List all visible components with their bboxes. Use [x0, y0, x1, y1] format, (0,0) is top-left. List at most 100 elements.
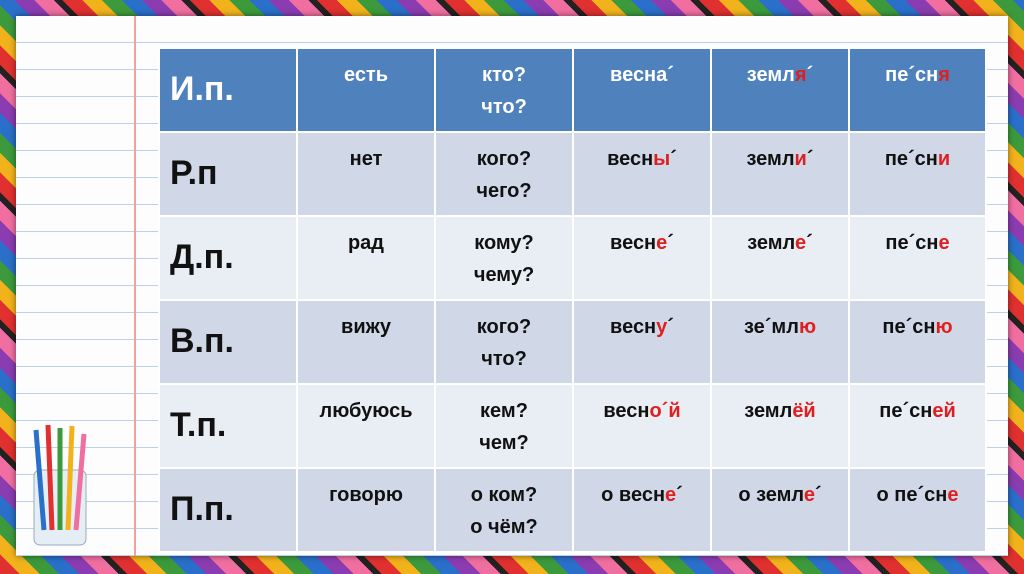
question-line: чего?	[476, 180, 532, 202]
cell: весны´	[572, 131, 712, 217]
cell: весно´й	[572, 383, 712, 469]
cell: о весне´	[572, 467, 712, 553]
cell: о пе´сне	[848, 467, 987, 553]
ending: ы	[653, 148, 671, 170]
cell: пе´сня	[848, 47, 987, 133]
pencil	[73, 433, 87, 531]
table-row: В.п. вижу кого? что? весну´ зе´млю пе´сню	[158, 299, 987, 385]
question-line: о ком?	[470, 484, 538, 506]
ending: ю	[935, 316, 953, 338]
case-label: Р.п	[158, 131, 298, 217]
ending: е	[803, 484, 815, 506]
word-part: пе´сн	[885, 64, 939, 86]
word-part: пе´сн	[879, 400, 933, 422]
table-row: Т.п. любуюсь кем? чем? весно´й землёй пе´сней	[158, 383, 987, 469]
ending: е	[665, 484, 677, 506]
word-part: ´	[815, 484, 822, 506]
word-part: ´	[676, 484, 683, 506]
word-part: весн	[610, 232, 657, 254]
cell: весну´	[572, 299, 712, 385]
question-line: что?	[481, 96, 527, 118]
cell: вижу	[296, 299, 436, 385]
table-row: П.п. говорю о ком? о чём? о весне´ о земле´ о …	[158, 467, 987, 553]
ending: е	[656, 232, 668, 254]
table-row: Д.п. рад кому? чему? весне´ земле´ пе´сне	[158, 215, 987, 301]
word-part: пе´сн	[885, 232, 939, 254]
word-part: земл	[746, 148, 795, 170]
cell: земле´	[710, 215, 850, 301]
word-part: ´	[667, 316, 674, 338]
word-part: ´	[670, 148, 677, 170]
case-label: И.п.	[158, 47, 298, 133]
question-line: о чём?	[470, 516, 538, 538]
word-part: ´	[667, 232, 674, 254]
word-part: ´	[806, 232, 813, 254]
pencil	[33, 429, 47, 531]
ending: е	[938, 232, 950, 254]
word-part: весн	[603, 400, 650, 422]
word-part: пе´сн	[882, 316, 936, 338]
question-line: кого?	[476, 316, 532, 338]
ending: е	[947, 484, 959, 506]
ending: ю	[798, 316, 817, 338]
question-line: кому?	[474, 232, 534, 254]
word-part: ´	[806, 64, 814, 86]
ending: и	[794, 148, 807, 170]
cell: кого? чего?	[434, 131, 574, 217]
word-part: земл	[744, 400, 793, 422]
pencil	[65, 425, 75, 531]
question-line: кем?	[480, 400, 528, 422]
cell: кого? что?	[434, 299, 574, 385]
case-label: Д.п.	[158, 215, 298, 301]
cell: любуюсь	[296, 383, 436, 469]
pencil-cup	[33, 424, 87, 546]
word-part: весна´	[610, 64, 674, 86]
cell: земля´	[710, 47, 850, 133]
pencil	[45, 424, 55, 531]
ending: ей	[932, 400, 956, 422]
cell: весне´	[572, 215, 712, 301]
ending: я	[794, 64, 807, 86]
question-line: что?	[481, 348, 527, 370]
margin-line	[134, 16, 136, 556]
cell: пе´сни	[848, 131, 987, 217]
question-line: чему?	[473, 264, 535, 286]
ending: у	[656, 316, 668, 338]
cell: кто? что?	[434, 47, 574, 133]
word-part: земл	[747, 232, 795, 254]
word-part: зе´мл	[743, 316, 799, 338]
cell: пе´сней	[848, 383, 987, 469]
question-line: кого?	[476, 148, 532, 170]
cell: весна´	[572, 47, 712, 133]
table-row: Р.п нет кого? чего? весны´ земли´ пе´сни	[158, 131, 987, 217]
cell: есть	[296, 47, 436, 133]
case-label: Т.п.	[158, 383, 298, 469]
ending: е	[794, 232, 807, 254]
word-part: весн	[607, 148, 654, 170]
cell: земли´	[710, 131, 850, 217]
cell: рад	[296, 215, 436, 301]
word-part: о земл	[738, 484, 804, 506]
question-line: кто?	[482, 64, 526, 86]
word-part: весн	[610, 316, 657, 338]
ending: я	[938, 64, 950, 86]
cell: землёй	[710, 383, 850, 469]
word-part: о пе´сн	[876, 484, 948, 506]
cell: говорю	[296, 467, 436, 553]
cell: о ком? о чём?	[434, 467, 574, 553]
table-row: И.п. есть кто? что? весна´ земля´ пе´сня	[158, 47, 987, 133]
cell: пе´сне	[848, 215, 987, 301]
declension-table: И.п. есть кто? что? весна´ земля´ пе´сня Р.п нет…	[158, 47, 987, 553]
cell: зе´млю	[710, 299, 850, 385]
cell: пе´сню	[848, 299, 987, 385]
ending: о´й	[649, 400, 681, 422]
cell: кому? чему?	[434, 215, 574, 301]
ending: ёй	[792, 400, 816, 422]
word-part: ´	[806, 148, 814, 170]
word-part: о весн	[601, 484, 666, 506]
ending: и	[937, 148, 951, 170]
word-part: земл	[746, 64, 795, 86]
case-label: В.п.	[158, 299, 298, 385]
cell: кем? чем?	[434, 383, 574, 469]
